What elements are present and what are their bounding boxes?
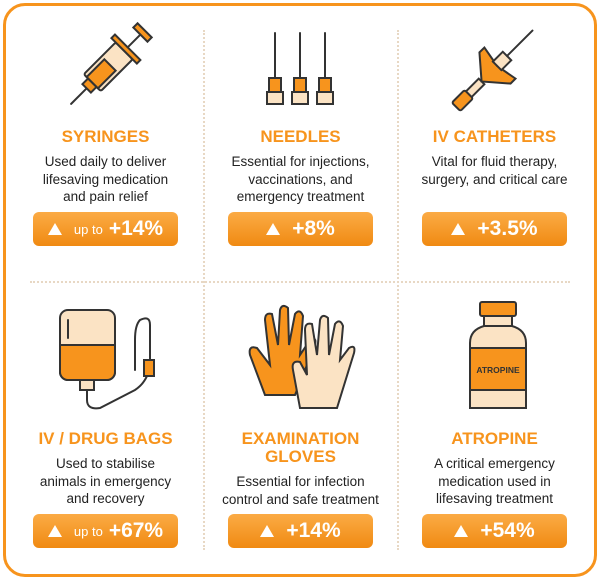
card-description: Essential for injections, vaccinations, a… — [203, 153, 398, 206]
description-line: Vital for fluid therapy, — [431, 154, 558, 169]
title-line: IV CATHETERS — [432, 127, 557, 146]
title-line: IV / DRUG BAGS — [38, 429, 173, 448]
card-description: Vital for fluid therapy, surgery, and cri… — [397, 153, 592, 188]
iv-bag-icon — [59, 309, 155, 410]
up-arrow — [454, 525, 469, 537]
description-line: surgery, and critical care — [421, 171, 568, 187]
frame — [3, 3, 597, 577]
title-line: EXAMINATION — [241, 429, 360, 448]
title-line: ATROPINE — [451, 429, 538, 448]
card-title: ATROPINE — [397, 430, 592, 448]
badge: up to +67% — [33, 514, 178, 548]
up-arrow — [266, 223, 281, 235]
up-arrow — [451, 223, 466, 235]
badge: +14% — [228, 514, 373, 548]
card: ATROPINE A critical emergency medication u… — [397, 430, 592, 550]
card-title: NEEDLES — [203, 128, 398, 146]
card-description: Used daily to deliver lifesaving medicati… — [8, 153, 203, 206]
up-arrow — [47, 223, 62, 235]
title-line: GLOVES — [265, 447, 336, 466]
separator — [397, 30, 399, 550]
badge-value: +8% — [292, 217, 335, 240]
description-line: lifesaving medication — [42, 171, 169, 187]
gloves-icon — [248, 304, 356, 409]
separator — [30, 281, 570, 283]
card: IV CATHETERS Vital for fluid therapy, surg… — [397, 128, 592, 248]
badge-value: +14% — [108, 217, 164, 240]
description-line: Used to stabilise — [55, 456, 156, 471]
catheter-icon — [451, 29, 534, 112]
badge: up to +14% — [33, 212, 178, 246]
badge-value: +54% — [480, 519, 535, 542]
badge-value: +67% — [108, 519, 164, 542]
card-description: Essential for infection control and safe … — [203, 473, 398, 508]
title-line: SYRINGES — [61, 127, 150, 146]
description-line: Essential for infection — [236, 474, 365, 489]
separator — [203, 30, 205, 550]
description-line: control and safe treatment — [222, 491, 379, 507]
description-line: Used daily to deliver — [44, 154, 167, 169]
needles-icon — [266, 32, 334, 105]
description-line: emergency treatment — [236, 189, 365, 204]
card: SYRINGES Used daily to deliver lifesaving … — [8, 128, 203, 248]
card-description: A critical emergency medication used in li… — [397, 455, 592, 508]
card: EXAMINATION GLOVES Essential for infection… — [203, 430, 398, 550]
description-line: vaccinations, and — [248, 171, 353, 187]
description-line: and pain relief — [63, 189, 148, 204]
description-line: A critical emergency — [434, 456, 555, 471]
description-line: medication used in — [438, 473, 551, 489]
card-title: IV CATHETERS — [397, 128, 592, 146]
description-line: lifesaving treatment — [435, 491, 554, 506]
badge: +8% — [228, 212, 373, 246]
title-line: NEEDLES — [260, 127, 341, 146]
syringe-icon — [70, 21, 154, 105]
badge-prefix: up to — [73, 523, 103, 539]
badge: +3.5% — [422, 212, 567, 246]
card-title: IV / DRUG BAGS — [8, 430, 203, 448]
badge-value: +3.5% — [477, 217, 538, 240]
badge-prefix: up to — [73, 221, 103, 237]
card-title: EXAMINATION GLOVES — [203, 430, 398, 466]
icon-label: ATROPINE — [476, 365, 520, 375]
up-arrow — [47, 525, 62, 537]
atropine-icon: ATROPINE — [469, 301, 527, 409]
up-arrow — [260, 525, 275, 537]
card-title: SYRINGES — [8, 128, 203, 146]
card: IV / DRUG BAGS Used to stabilise animals i… — [8, 430, 203, 550]
description-line: animals in emergency — [39, 473, 172, 489]
card: NEEDLES Essential for injections, vaccinat… — [203, 128, 398, 248]
card-description: Used to stabilise animals in emergency and… — [8, 455, 203, 508]
description-line: Essential for injections, — [231, 154, 370, 169]
badge: +54% — [422, 514, 567, 548]
description-line: and recovery — [66, 491, 145, 506]
badge-value: +14% — [286, 519, 341, 542]
